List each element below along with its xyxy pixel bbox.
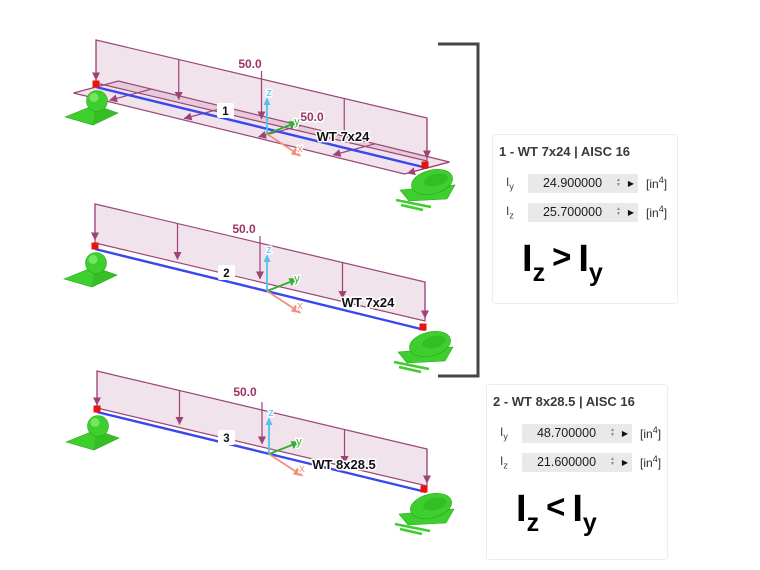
section-name-label: WT 7x24 (342, 295, 396, 310)
member-number-label: 2 (223, 268, 229, 280)
iz-label: Iz (506, 203, 514, 221)
axis-x-label: x (297, 143, 303, 155)
axis-y-label: y (294, 273, 300, 285)
spin-up-icon[interactable]: ▲ (610, 456, 615, 462)
property-row-iy: Iy 24.900000 ▲ ▼ ▶ [in4] (506, 173, 677, 193)
node[interactable] (419, 323, 427, 331)
member-number-label: 1 (222, 106, 229, 118)
property-row-iy: Iy 48.700000 ▲ ▼ ▶ [in4] (500, 423, 667, 443)
grouping-bracket (438, 42, 480, 378)
iz-input[interactable]: 25.700000 ▲ ▼ ▶ (528, 202, 638, 222)
iy-value[interactable]: 48.700000 (536, 426, 597, 440)
beam-3-model: z y x 50.0 3 WT 8x28.5 (65, 370, 456, 536)
iy-value[interactable]: 24.900000 (542, 176, 603, 190)
beam-1-model: z y x 50.0 50.0 1 WT 7x24 (64, 39, 457, 212)
panel-title: 1 - WT 7x24 | AISC 16 (499, 144, 631, 159)
member-number-box (217, 103, 234, 118)
node[interactable] (91, 242, 99, 250)
iy-label: Iy (500, 424, 508, 442)
roller-support[interactable] (392, 325, 455, 374)
node[interactable] (93, 405, 101, 413)
panel-title: 2 - WT 8x28.5 | AISC 16 (493, 394, 635, 409)
beam-2-model: z y x 50.0 2 WT 7x24 (63, 203, 455, 374)
member-number-label: 3 (223, 433, 229, 445)
pin-support[interactable] (63, 252, 118, 288)
iz-value[interactable]: 21.600000 (536, 455, 597, 469)
load-arrows-z-3 (93, 371, 431, 484)
iz-input[interactable]: 21.600000 ▲ ▼ ▶ (522, 452, 632, 472)
load-z-value-label: 50.0 (238, 57, 262, 71)
load-arrows-z-1 (92, 40, 431, 159)
unit-label: [in4] (640, 454, 662, 470)
spin-up-icon[interactable]: ▲ (616, 206, 621, 212)
unit-label: [in4] (640, 425, 662, 441)
inertia-comparison: Iz > Iy (522, 238, 603, 287)
spin-down-icon[interactable]: ▼ (616, 211, 621, 217)
spinner: ▲ ▼ (607, 428, 618, 438)
iy-label: Iy (506, 174, 514, 192)
member-line-1[interactable] (95, 85, 428, 170)
section-properties-panel-1: 1 - WT 7x24 | AISC 16 Iy 24.900000 ▲ ▼ ▶… (492, 134, 678, 304)
iz-label: Iz (500, 453, 508, 471)
spin-up-icon[interactable]: ▲ (616, 177, 621, 183)
spin-down-icon[interactable]: ▼ (616, 182, 621, 188)
member-number-box (218, 265, 235, 280)
axis-z-label: z (266, 244, 272, 256)
inertia-comparison: Iz < Iy (516, 488, 597, 537)
expand-arrow-icon[interactable]: ▶ (627, 178, 635, 188)
spinner: ▲ ▼ (607, 457, 618, 467)
axis-z-label: z (268, 407, 274, 419)
section-name-label: WT 7x24 (317, 129, 371, 144)
iz-value[interactable]: 25.700000 (542, 205, 603, 219)
axis-x-label: x (297, 300, 303, 312)
node[interactable] (92, 80, 100, 88)
section-name-label: WT 8x28.5 (312, 457, 376, 472)
spinner: ▲ ▼ (613, 178, 624, 188)
pin-support[interactable] (65, 415, 120, 451)
roller-support[interactable] (393, 487, 456, 536)
iy-input[interactable]: 48.700000 ▲ ▼ ▶ (522, 423, 632, 443)
spin-down-icon[interactable]: ▼ (610, 432, 615, 438)
load-y-value-label: 50.0 (300, 110, 324, 124)
load-z-value-label: 50.0 (233, 385, 257, 399)
expand-arrow-icon[interactable]: ▶ (627, 207, 635, 217)
axis-y-label: y (296, 436, 302, 448)
load-arrows-z-2 (91, 204, 429, 319)
member-line-2[interactable] (94, 247, 426, 332)
axis-y-label: y (294, 116, 300, 128)
unit-label: [in4] (646, 204, 668, 220)
iy-input[interactable]: 24.900000 ▲ ▼ ▶ (528, 173, 638, 193)
node[interactable] (421, 161, 429, 169)
node[interactable] (420, 485, 428, 493)
expand-arrow-icon[interactable]: ▶ (621, 428, 629, 438)
model-view: z y x 50.0 50.0 1 WT 7x24 z y x 50.0 2 W… (63, 39, 480, 536)
axis-x-label: x (299, 463, 305, 475)
member-line-3[interactable] (96, 410, 427, 494)
spin-up-icon[interactable]: ▲ (610, 427, 615, 433)
property-row-iz: Iz 21.600000 ▲ ▼ ▶ [in4] (500, 452, 667, 472)
axis-z-label: z (266, 87, 272, 99)
property-row-iz: Iz 25.700000 ▲ ▼ ▶ [in4] (506, 202, 677, 222)
load-z-value-label: 50.0 (232, 222, 256, 236)
expand-arrow-icon[interactable]: ▶ (621, 457, 629, 467)
section-properties-panel-2: 2 - WT 8x28.5 | AISC 16 Iy 48.700000 ▲ ▼… (486, 384, 668, 560)
spinner: ▲ ▼ (613, 207, 624, 217)
spin-down-icon[interactable]: ▼ (610, 461, 615, 467)
unit-label: [in4] (646, 175, 668, 191)
member-number-box (218, 430, 235, 445)
